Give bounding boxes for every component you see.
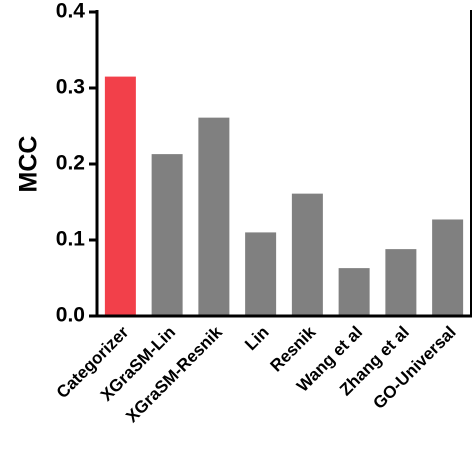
x-tick-label: GO-Universal — [369, 323, 459, 413]
y-tick-label: 0.3 — [56, 76, 85, 99]
y-tick-label: 0.4 — [56, 0, 86, 23]
y-tick-label: 0.0 — [56, 304, 85, 327]
bar — [245, 232, 277, 316]
y-tick-label: 0.1 — [56, 228, 86, 251]
bar — [104, 76, 136, 316]
bar — [432, 219, 464, 316]
x-tick-label: Lin — [241, 323, 272, 354]
bar — [291, 193, 323, 316]
y-axis-label: MCC — [15, 136, 43, 193]
bar — [151, 154, 183, 316]
bar — [198, 117, 230, 316]
y-tick-label: 0.2 — [56, 152, 85, 175]
bar — [338, 268, 370, 316]
bar — [385, 249, 417, 316]
plot — [104, 76, 464, 316]
